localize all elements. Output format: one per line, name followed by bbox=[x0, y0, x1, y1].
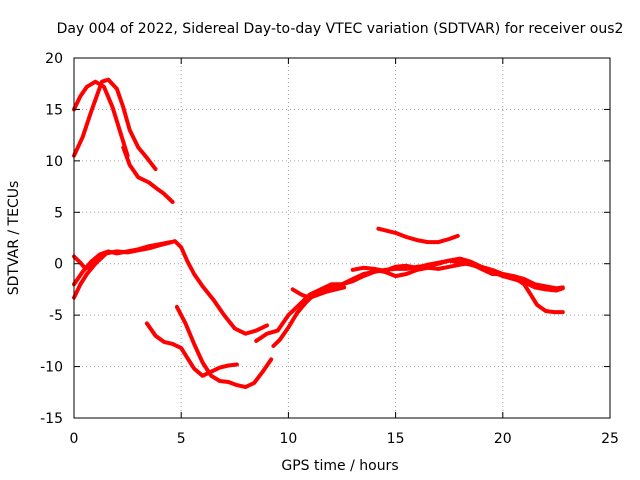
series-line-arc-3 bbox=[121, 145, 175, 204]
y-tick-label: -15 bbox=[40, 411, 63, 427]
axis-ticks bbox=[73, 57, 611, 419]
y-tick-label: 0 bbox=[54, 257, 63, 273]
y-tick-label: -10 bbox=[40, 360, 63, 376]
x-tick-label: 20 bbox=[494, 431, 512, 447]
chart-title: Day 004 of 2022, Sidereal Day-to-day VTE… bbox=[57, 21, 624, 37]
x-tick-label: 25 bbox=[601, 431, 619, 447]
series-line-arc-15 bbox=[468, 261, 565, 315]
data-series bbox=[72, 77, 565, 390]
x-axis-label: GPS time / hours bbox=[281, 458, 398, 474]
y-tick-label: 10 bbox=[45, 154, 63, 170]
plot-frame bbox=[73, 57, 611, 419]
series-line-arc-11 bbox=[290, 285, 347, 300]
y-tick-label: 20 bbox=[45, 51, 63, 67]
x-tick-label: 5 bbox=[177, 431, 186, 447]
grid bbox=[74, 58, 610, 418]
x-tick-label: 10 bbox=[279, 431, 297, 447]
x-tick-label: 15 bbox=[387, 431, 405, 447]
series-line-arc-13 bbox=[376, 226, 460, 245]
x-tick-label: 0 bbox=[70, 431, 79, 447]
series-line-arc-14 bbox=[372, 261, 469, 279]
series-line-arc-2 bbox=[72, 77, 158, 172]
series-line-arc-7 bbox=[144, 321, 239, 378]
series-line-arc-8 bbox=[174, 304, 274, 390]
y-tick-label: 15 bbox=[45, 102, 63, 118]
axis-tick-labels: 0 5 10 15 20 25 -15 -10 -5 0 5 10 15 20 bbox=[40, 51, 619, 447]
y-axis-label: SDTVAR / TECUs bbox=[6, 181, 22, 296]
y-tick-label: 5 bbox=[54, 205, 63, 221]
series-line-arc-6 bbox=[72, 240, 173, 287]
y-tick-label: -5 bbox=[49, 308, 63, 324]
